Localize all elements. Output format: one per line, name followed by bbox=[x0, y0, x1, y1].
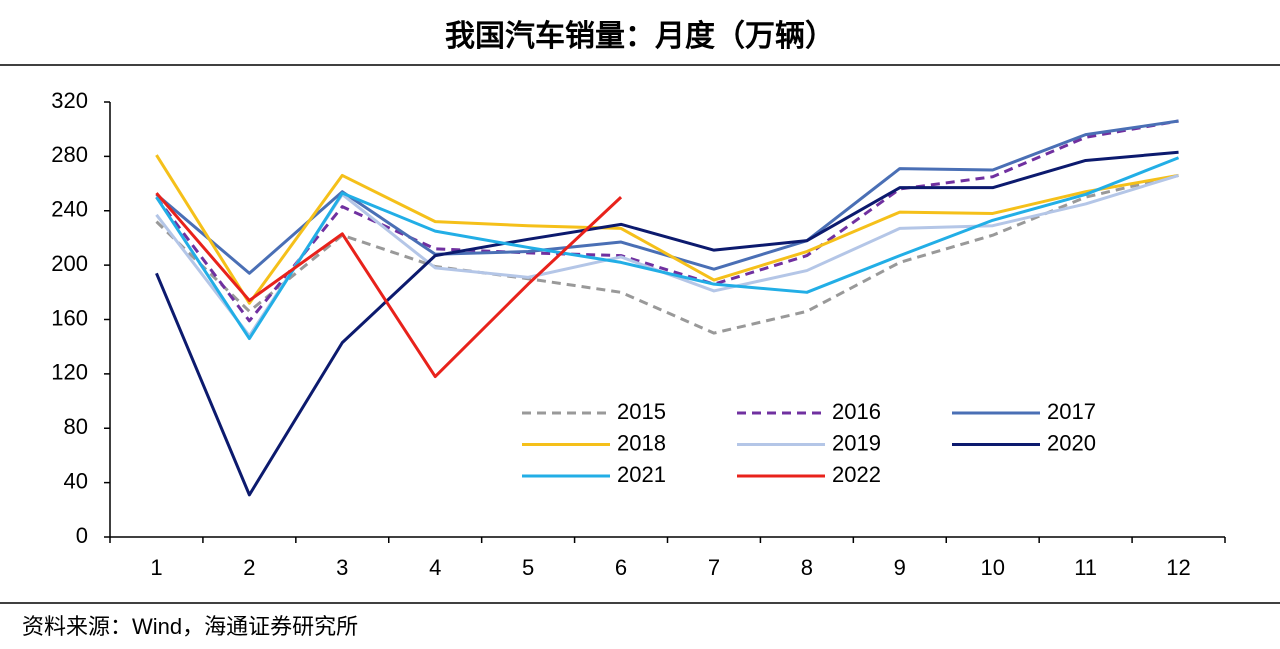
x-tick-label: 4 bbox=[429, 555, 441, 580]
y-tick-label: 40 bbox=[64, 468, 88, 493]
series-line bbox=[155, 156, 1180, 341]
y-tick-label: 80 bbox=[64, 414, 88, 439]
x-tick-label: 2 bbox=[243, 555, 255, 580]
x-tick-label: 7 bbox=[708, 555, 720, 580]
y-tick-label: 160 bbox=[51, 305, 88, 330]
x-tick-label: 12 bbox=[1166, 555, 1190, 580]
series-line bbox=[155, 173, 1179, 335]
legend-label: 2019 bbox=[832, 430, 881, 455]
x-tick-label: 5 bbox=[522, 555, 534, 580]
source-note: 资料来源：Wind，海通证券研究所 bbox=[22, 614, 358, 639]
chart-title: 我国汽车销量：月度（万辆） bbox=[445, 19, 835, 53]
series-line bbox=[155, 119, 1179, 275]
x-tick-label: 11 bbox=[1074, 555, 1097, 580]
x-tick-label: 10 bbox=[980, 555, 1004, 580]
legend-label: 2017 bbox=[1047, 399, 1096, 424]
x-tick-label: 6 bbox=[615, 555, 627, 580]
y-tick-label: 320 bbox=[51, 88, 88, 113]
y-tick-label: 280 bbox=[51, 142, 88, 167]
series-line bbox=[155, 192, 623, 379]
legend-label: 2020 bbox=[1047, 430, 1096, 455]
series-line bbox=[155, 119, 1179, 323]
y-tick-label: 200 bbox=[51, 251, 88, 276]
y-tick-label: 120 bbox=[51, 360, 88, 385]
legend-label: 2018 bbox=[617, 430, 666, 455]
series-line bbox=[155, 150, 1179, 497]
series-line bbox=[155, 154, 1179, 305]
x-tick-label: 9 bbox=[894, 555, 906, 580]
y-tick-label: 0 bbox=[76, 523, 88, 548]
x-tick-label: 1 bbox=[150, 555, 162, 580]
legend-label: 2021 bbox=[617, 462, 666, 487]
legend-label: 2015 bbox=[617, 399, 666, 424]
legend-label: 2022 bbox=[832, 462, 881, 487]
y-tick-label: 240 bbox=[51, 197, 88, 222]
x-tick-label: 8 bbox=[801, 555, 813, 580]
x-tick-label: 3 bbox=[336, 555, 348, 580]
legend-label: 2016 bbox=[832, 399, 881, 424]
